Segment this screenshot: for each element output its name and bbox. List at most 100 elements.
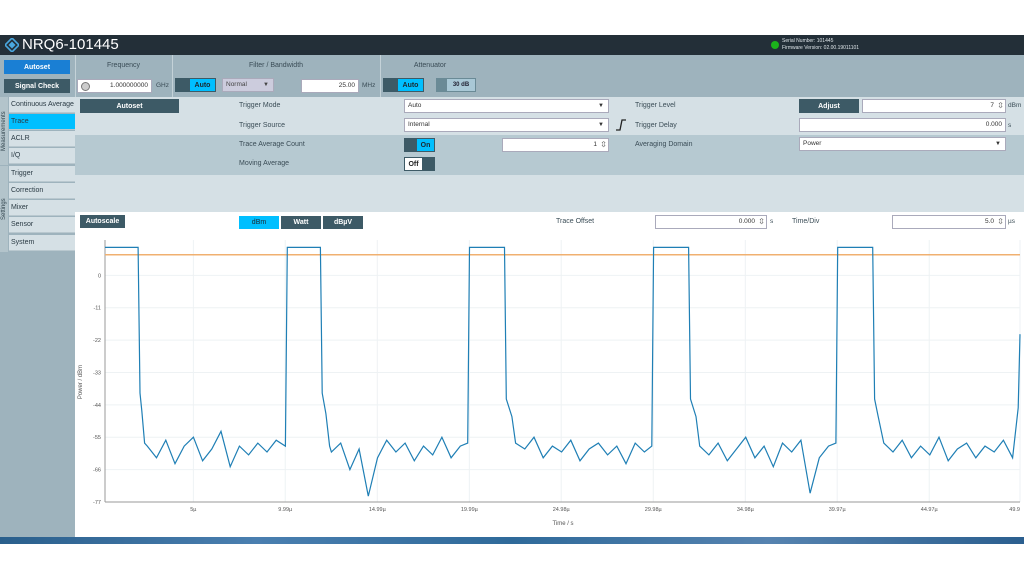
x-axis-label: Time / s <box>552 521 573 527</box>
averaging-domain-select[interactable]: Power ▼ <box>799 137 1006 151</box>
sidebar-item-aclr[interactable]: ACLR <box>9 131 75 147</box>
unit-watt-button[interactable]: Watt <box>281 216 321 229</box>
filter-mode-value: Normal <box>226 81 247 88</box>
dropdown-arrow-icon: ▼ <box>598 122 604 128</box>
divider <box>75 55 76 97</box>
trace-autoset-button[interactable]: Autoset <box>80 99 179 113</box>
x-tick-label: 5µ <box>190 507 197 513</box>
spinner-icon[interactable]: ⇳ <box>997 217 1004 226</box>
unit-dbuv-button[interactable]: dBµV <box>323 216 363 229</box>
trigger-source-select[interactable]: Internal ▼ <box>404 118 609 132</box>
trace-line <box>105 246 1021 497</box>
filter-mode-select[interactable]: Normal ▼ <box>222 78 274 92</box>
adjust-button[interactable]: Adjust <box>799 99 859 113</box>
spinner-icon[interactable]: ⇳ <box>758 217 765 226</box>
attenuator-label: Attenuator <box>413 62 447 69</box>
autoscale-button[interactable]: Autoscale <box>80 215 125 228</box>
trace-average-count-value: 1 <box>593 141 597 148</box>
y-tick-label: -33 <box>93 370 101 376</box>
trigger-delay-unit: s <box>1008 122 1012 129</box>
trigger-delay-label: Trigger Delay <box>635 122 677 129</box>
device-info: Serial Number: 101445 Firmware Version: 0… <box>782 38 859 52</box>
device-title: NRQ6-101445 <box>22 36 119 53</box>
serial-number: Serial Number: 101445 <box>782 38 834 44</box>
frequency-input[interactable]: 1.000000000 <box>77 79 152 93</box>
settings-spacer <box>75 175 1024 212</box>
trigger-level-unit: dBm <box>1008 102 1022 109</box>
dropdown-arrow-icon: ▼ <box>995 141 1001 147</box>
moving-average-toggle[interactable]: Off <box>404 157 435 171</box>
trace-average-count-label: Trace Average Count <box>239 141 305 148</box>
y-tick-label: -11 <box>93 306 101 312</box>
status-led-icon <box>771 41 779 49</box>
frequency-radio-icon[interactable] <box>81 82 90 91</box>
time-div-unit: µs <box>1008 218 1015 225</box>
sidebar-item-system[interactable]: System <box>9 235 75 251</box>
trace-offset-value: 0.000 <box>738 218 755 225</box>
trace-offset-label: Trace Offset <box>556 218 595 225</box>
time-div-value: 5.0 <box>984 218 994 225</box>
frequency-unit: GHz <box>156 82 169 89</box>
trigger-delay-input[interactable]: 0.000 <box>799 118 1006 132</box>
autoset-button[interactable]: Autoset <box>4 60 70 74</box>
spinner-icon[interactable]: ⇳ <box>997 101 1004 110</box>
top-panel <box>0 55 1024 97</box>
time-div-input[interactable]: 5.0 ⇳ <box>892 215 1006 229</box>
trigger-mode-select[interactable]: Auto ▼ <box>404 99 609 113</box>
firmware-version: Firmware Version: 02.00.19011101 <box>782 45 860 51</box>
y-tick-label: -66 <box>93 468 101 474</box>
title-bar: NRQ6-101445 Serial Number: 101445 Firmwar… <box>0 35 1024 55</box>
moving-average-label: Moving Average <box>239 160 290 167</box>
y-tick-label: -55 <box>93 435 101 441</box>
unit-dbm-button[interactable]: dBm <box>239 216 279 229</box>
sidebar-item-trace[interactable]: Trace <box>9 114 75 130</box>
trace-offset-unit: s <box>770 218 774 225</box>
trigger-source-value: Internal <box>408 121 430 128</box>
x-ticks: 5µ 9.99µ 14.99µ 19.99µ 24.98µ 29.98µ 34.98µ 39.… <box>190 507 1020 513</box>
sidebar: Measurements Settings Continuous Average… <box>0 97 75 537</box>
frequency-label: Frequency <box>106 62 141 69</box>
trigger-mode-value: Auto <box>408 102 422 109</box>
trace-average-toggle[interactable]: On <box>404 138 435 152</box>
y-tick-label: 0 <box>98 273 101 279</box>
filter-auto-label: Auto <box>190 79 215 91</box>
trigger-level-label: Trigger Level <box>635 102 676 109</box>
y-ticks: 0 -11 -22 -33 -44 -55 -66 -77 <box>93 273 101 506</box>
sidebar-item-mixer[interactable]: Mixer <box>9 200 75 216</box>
spinner-icon[interactable]: ⇳ <box>600 140 607 149</box>
sidebar-item-sensor[interactable]: Sensor <box>9 217 75 233</box>
trigger-level-input[interactable]: 7 ⇳ <box>862 99 1006 113</box>
attenuator-value-button[interactable]: 30 dB <box>436 78 476 92</box>
x-tick-label: 9.99µ <box>278 507 293 513</box>
sidebar-item-continuous-average[interactable]: Continuous Average <box>9 97 75 113</box>
trigger-level-value: 7 <box>990 102 994 109</box>
trace-average-count-input[interactable]: 1 ⇳ <box>502 138 609 152</box>
y-axis-label: Power / dBm <box>78 365 84 399</box>
sidebar-item-iq[interactable]: I/Q <box>9 148 75 164</box>
frequency-value: 1.000000000 <box>110 82 148 89</box>
x-tick-label: 29.98µ <box>645 507 663 513</box>
sidebar-item-correction[interactable]: Correction <box>9 183 75 199</box>
attenuator-value: 30 dB <box>447 79 475 91</box>
y-tick-label: -44 <box>93 403 101 409</box>
filter-label: Filter / Bandwidth <box>248 62 304 69</box>
signal-check-button[interactable]: Signal Check <box>4 79 70 93</box>
attenuator-auto-toggle[interactable]: Auto <box>383 78 424 92</box>
rising-edge-icon[interactable] <box>615 118 627 132</box>
grid <box>105 240 1021 503</box>
moving-average-toggle-label: Off <box>405 158 422 170</box>
trigger-source-label: Trigger Source <box>239 122 286 129</box>
trace-offset-input[interactable]: 0.000 ⇳ <box>655 215 767 229</box>
y-tick-label: -22 <box>93 338 101 344</box>
sidebar-item-trigger[interactable]: Trigger <box>9 166 75 182</box>
x-tick-label: 14.99µ <box>369 507 387 513</box>
attenuator-auto-label: Auto <box>398 79 423 91</box>
trace-chart[interactable]: 0 -11 -22 -33 -44 -55 -66 -77 5µ 9.99µ 14.99µ 19.9… <box>75 232 1024 532</box>
bandwidth-input[interactable]: 25.00 <box>301 79 359 93</box>
filter-auto-toggle[interactable]: Auto <box>175 78 216 92</box>
x-tick-label: 19.99µ <box>461 507 479 513</box>
dropdown-arrow-icon: ▼ <box>598 103 604 109</box>
x-tick-label: 44.97µ <box>921 507 939 513</box>
sidebar-group-settings: Settings <box>0 166 8 252</box>
x-tick-label: 39.97µ <box>829 507 847 513</box>
